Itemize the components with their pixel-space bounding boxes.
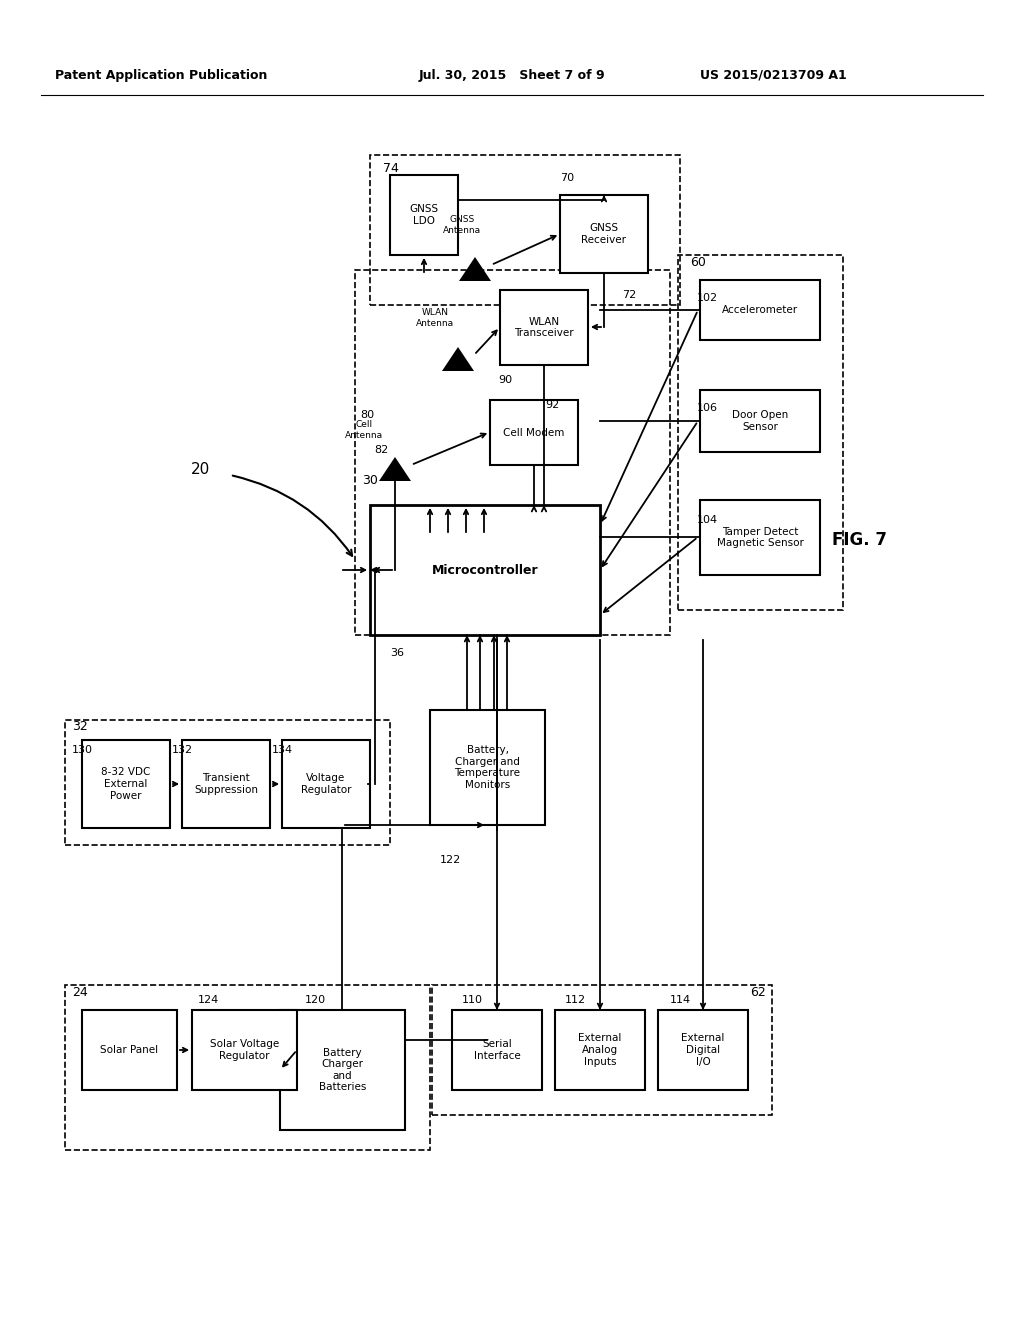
Text: GNSS
Antenna: GNSS Antenna — [443, 215, 481, 235]
Bar — [282, 741, 370, 828]
Bar — [355, 271, 670, 635]
Bar — [370, 154, 680, 305]
Polygon shape — [442, 347, 474, 371]
Text: 24: 24 — [72, 986, 88, 999]
Text: Jul. 30, 2015   Sheet 7 of 9: Jul. 30, 2015 Sheet 7 of 9 — [419, 69, 605, 82]
Text: External
Analog
Inputs: External Analog Inputs — [579, 1034, 622, 1067]
Text: 90: 90 — [498, 375, 512, 385]
Text: Microcontroller: Microcontroller — [432, 564, 539, 577]
Text: 124: 124 — [198, 995, 219, 1005]
Text: 32: 32 — [72, 721, 88, 734]
Text: 36: 36 — [390, 648, 404, 657]
Bar — [700, 280, 820, 341]
Text: 8-32 VDC
External
Power: 8-32 VDC External Power — [101, 767, 151, 801]
Text: WLAN
Transceiver: WLAN Transceiver — [514, 317, 573, 338]
Bar — [700, 389, 820, 451]
Text: Accelerometer: Accelerometer — [722, 305, 798, 315]
Bar — [500, 290, 588, 366]
Text: 132: 132 — [172, 744, 194, 755]
Bar — [82, 1010, 177, 1090]
Bar — [280, 1010, 406, 1130]
Text: WLAN
Antenna: WLAN Antenna — [416, 309, 454, 327]
Text: 110: 110 — [462, 995, 483, 1005]
Text: 122: 122 — [440, 855, 461, 865]
Bar — [193, 1010, 297, 1090]
Text: 106: 106 — [697, 403, 718, 413]
Bar — [430, 710, 545, 825]
Polygon shape — [379, 457, 411, 480]
Bar — [390, 176, 458, 255]
Text: Patent Application Publication: Patent Application Publication — [55, 69, 267, 82]
Bar — [432, 985, 772, 1115]
Text: GNSS
LDO: GNSS LDO — [410, 205, 438, 226]
Bar — [555, 1010, 645, 1090]
Bar — [65, 985, 430, 1150]
Bar — [452, 1010, 542, 1090]
Bar — [560, 195, 648, 273]
Text: 114: 114 — [670, 995, 691, 1005]
Text: Solar Voltage
Regulator: Solar Voltage Regulator — [210, 1039, 280, 1061]
Text: Door Open
Sensor: Door Open Sensor — [732, 411, 788, 432]
Text: Tamper Detect
Magnetic Sensor: Tamper Detect Magnetic Sensor — [717, 527, 804, 548]
Text: 74: 74 — [383, 161, 399, 174]
Text: Voltage
Regulator: Voltage Regulator — [301, 774, 351, 795]
Text: 104: 104 — [697, 515, 718, 525]
Text: Transient
Suppression: Transient Suppression — [194, 774, 258, 795]
Text: 72: 72 — [622, 290, 636, 300]
Bar — [700, 500, 820, 576]
Text: 20: 20 — [190, 462, 210, 478]
Text: 30: 30 — [362, 474, 378, 487]
Text: US 2015/0213709 A1: US 2015/0213709 A1 — [700, 69, 847, 82]
Text: 102: 102 — [697, 293, 718, 304]
Text: Serial
Interface: Serial Interface — [474, 1039, 520, 1061]
Polygon shape — [459, 257, 490, 281]
Text: 70: 70 — [560, 173, 574, 183]
Bar — [658, 1010, 748, 1090]
Bar — [65, 719, 390, 845]
Text: 80: 80 — [360, 411, 374, 420]
Text: Battery
Charger
and
Batteries: Battery Charger and Batteries — [318, 1048, 367, 1093]
Text: Cell
Antenna: Cell Antenna — [345, 420, 383, 440]
Text: External
Digital
I/O: External Digital I/O — [681, 1034, 725, 1067]
Text: Battery,
Charger and
Temperature
Monitors: Battery, Charger and Temperature Monitor… — [455, 744, 520, 789]
Bar — [678, 255, 843, 610]
Text: 62: 62 — [750, 986, 766, 999]
Text: 92: 92 — [545, 400, 559, 411]
Text: 60: 60 — [690, 256, 706, 269]
Bar — [82, 741, 170, 828]
Bar — [182, 741, 270, 828]
Text: 130: 130 — [72, 744, 93, 755]
Text: 134: 134 — [272, 744, 293, 755]
Text: GNSS
Receiver: GNSS Receiver — [582, 223, 627, 244]
Text: Cell Modem: Cell Modem — [504, 428, 564, 437]
Text: FIG. 7: FIG. 7 — [833, 531, 888, 549]
Text: 112: 112 — [565, 995, 586, 1005]
Text: 120: 120 — [305, 995, 326, 1005]
Text: 82: 82 — [374, 445, 388, 455]
Bar — [370, 506, 600, 635]
Bar — [490, 400, 578, 465]
Text: Solar Panel: Solar Panel — [100, 1045, 159, 1055]
